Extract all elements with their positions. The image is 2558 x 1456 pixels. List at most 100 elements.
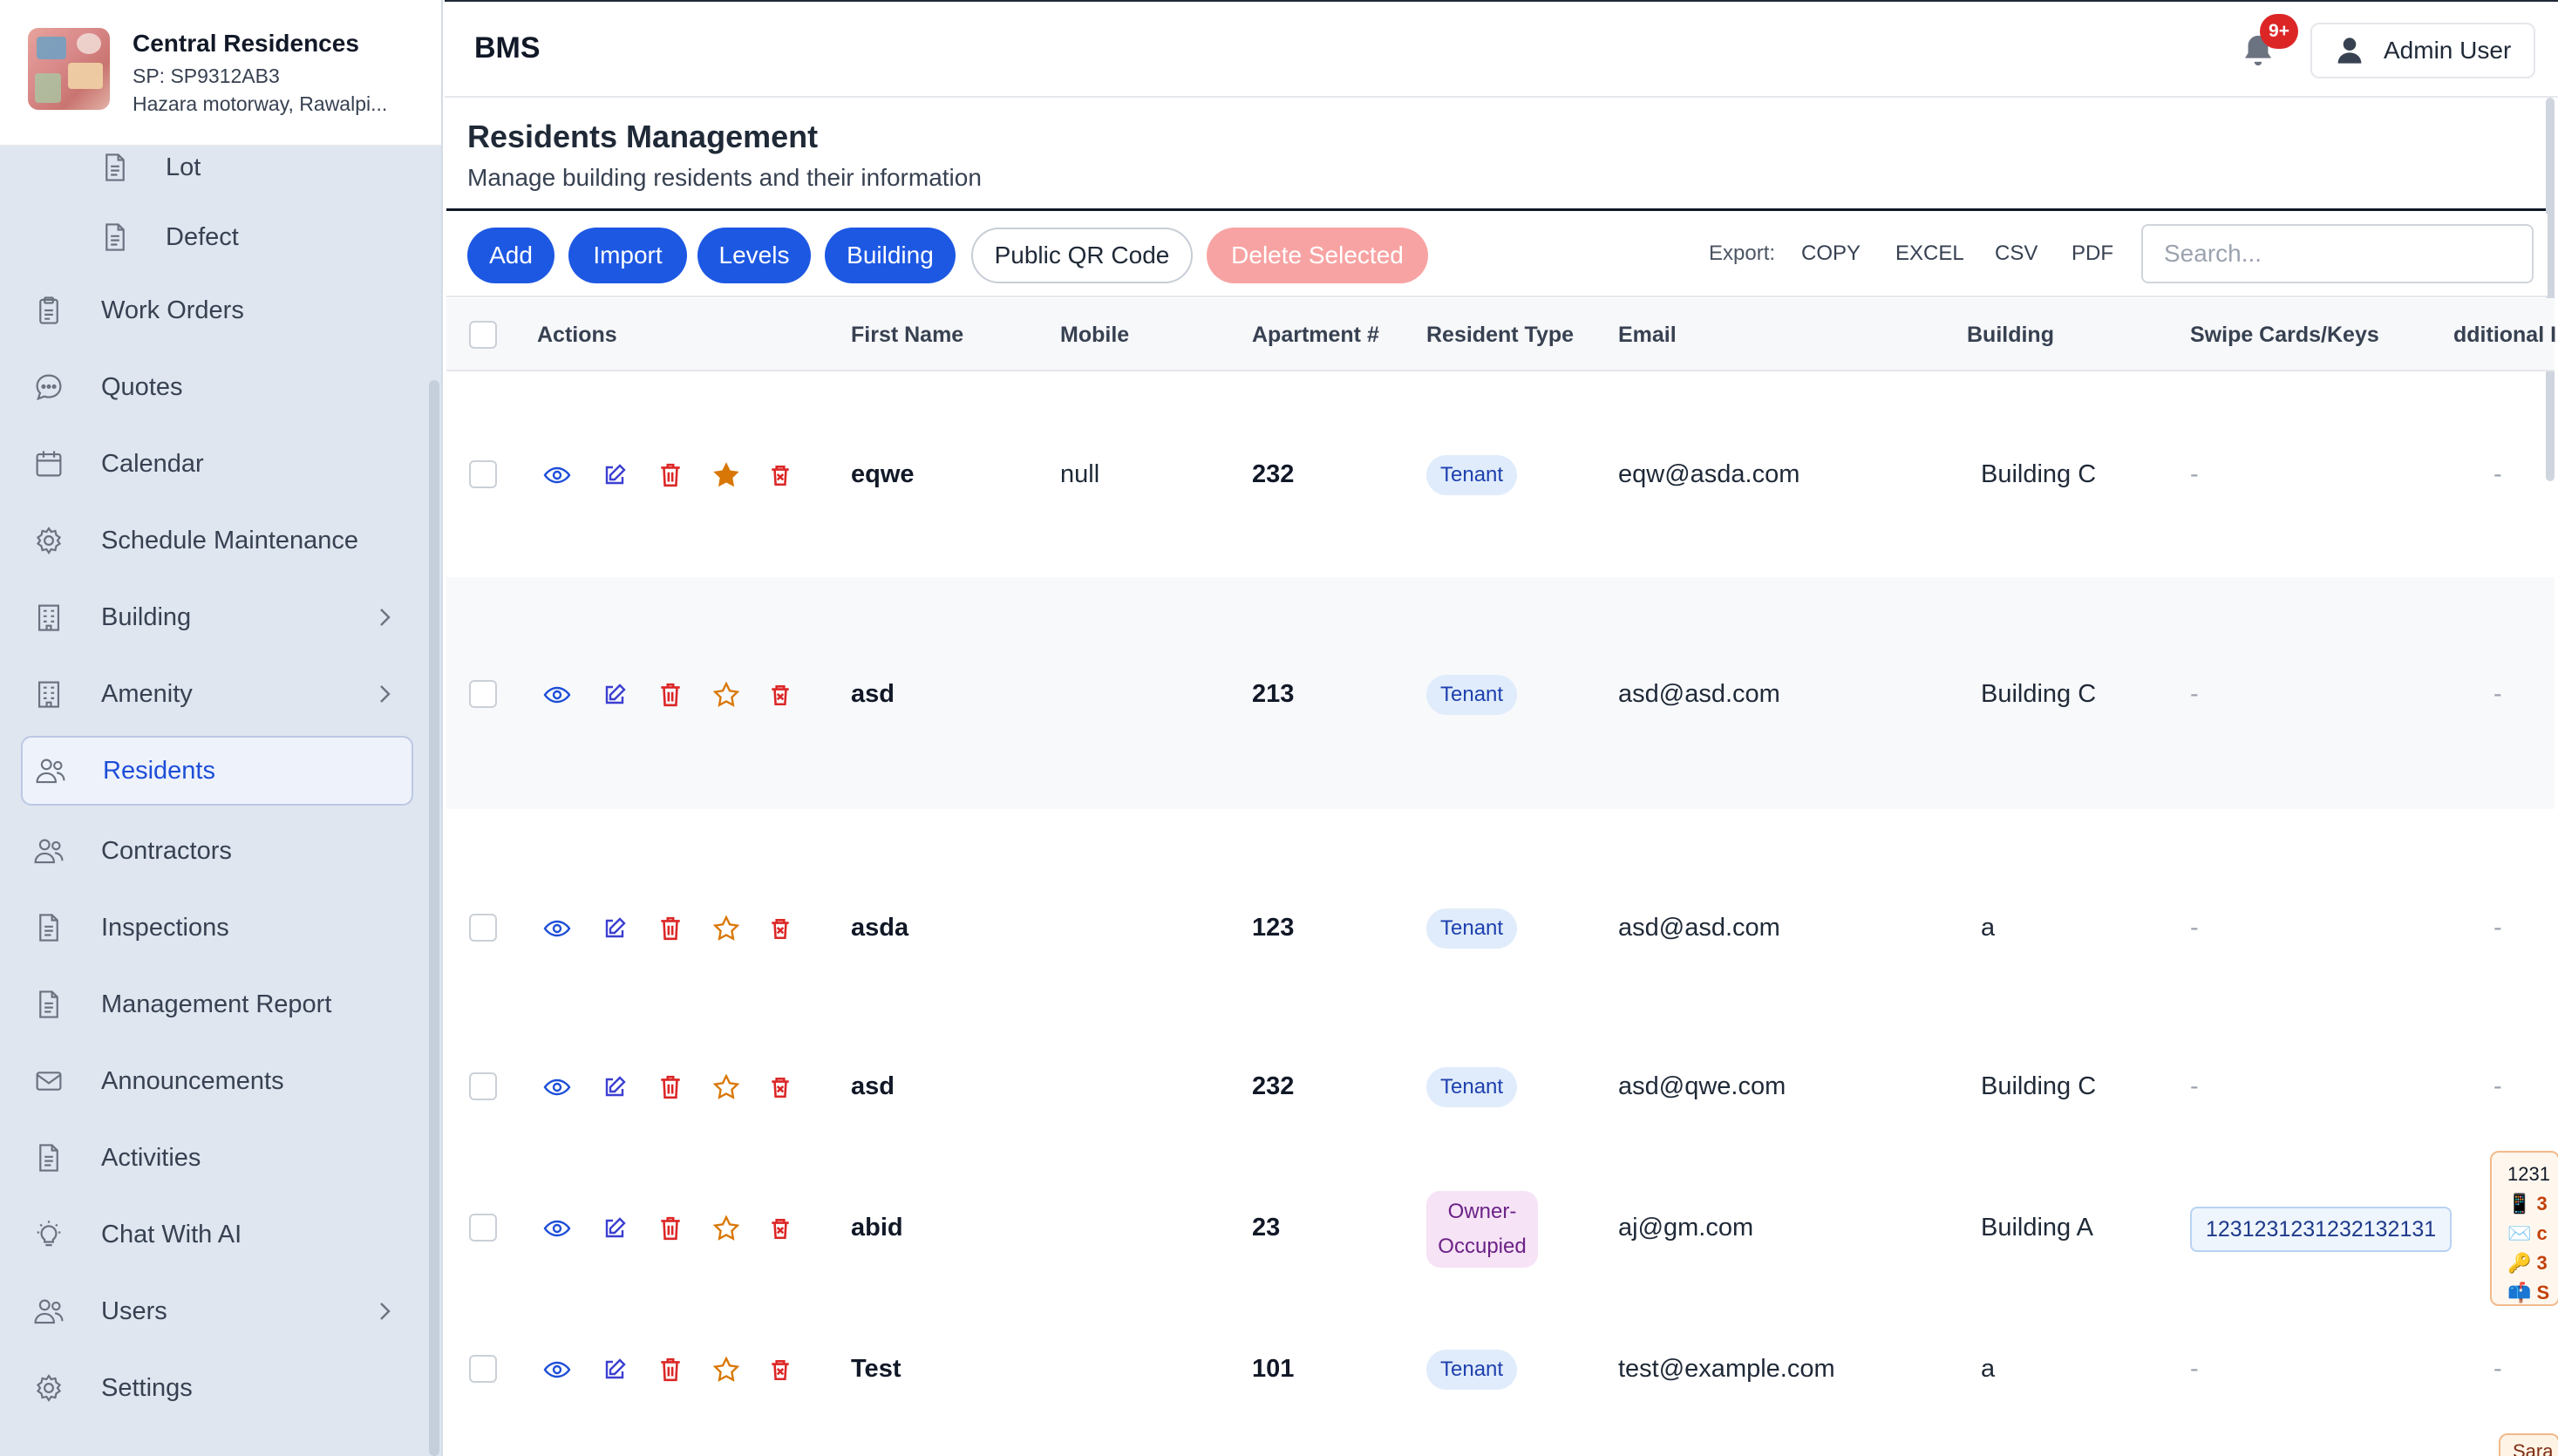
view-eye-icon[interactable] bbox=[542, 914, 572, 943]
delete-trash-icon[interactable] bbox=[656, 460, 685, 490]
remove-tag-icon[interactable] bbox=[765, 1072, 795, 1102]
search-input[interactable] bbox=[2141, 224, 2534, 283]
additional-cell: - bbox=[2493, 914, 2502, 942]
star-outline-icon[interactable] bbox=[711, 680, 741, 710]
page-header: Residents Management Manage building res… bbox=[446, 98, 2548, 211]
sidebar-item-users[interactable]: Users bbox=[21, 1276, 413, 1346]
key-icon: 🔑 3 bbox=[2507, 1252, 2548, 1274]
brand-header[interactable]: Central Residences SP: SP9312AB3 Hazara … bbox=[0, 0, 441, 146]
remove-tag-icon[interactable] bbox=[765, 1355, 795, 1385]
row-checkbox[interactable] bbox=[469, 1355, 497, 1383]
column-first-name[interactable]: First Name bbox=[851, 323, 964, 347]
column-apartment[interactable]: Apartment # bbox=[1252, 323, 1379, 347]
star-outline-icon[interactable] bbox=[711, 1072, 741, 1102]
sidebar-item-label: Chat With AI bbox=[101, 1220, 242, 1248]
public-qr-code-button[interactable]: Public QR Code bbox=[971, 228, 1193, 283]
view-eye-icon[interactable] bbox=[542, 460, 572, 490]
sidebar-scrollbar[interactable] bbox=[429, 380, 439, 1456]
user-menu-button[interactable]: Admin User bbox=[2310, 23, 2535, 78]
sidebar-item-label: Residents bbox=[103, 756, 215, 785]
export-excel-button[interactable]: EXCEL bbox=[1895, 242, 1964, 265]
swipe-cards-cell: - bbox=[2190, 460, 2199, 488]
user-icon bbox=[2335, 36, 2364, 65]
row-checkbox[interactable] bbox=[469, 460, 497, 488]
edit-icon[interactable] bbox=[600, 680, 629, 710]
delete-selected-button[interactable]: Delete Selected bbox=[1207, 228, 1428, 283]
sidebar-item-chat-with-ai[interactable]: Chat With AI bbox=[21, 1200, 413, 1269]
chevron-right-icon bbox=[375, 605, 394, 636]
row-checkbox[interactable] bbox=[469, 680, 497, 708]
delete-trash-icon[interactable] bbox=[656, 1355, 685, 1385]
delete-trash-icon[interactable] bbox=[656, 1072, 685, 1102]
people-icon bbox=[30, 1292, 68, 1330]
swipe-card-chip[interactable]: 1231231231232132131 bbox=[2190, 1207, 2453, 1252]
star-outline-icon[interactable] bbox=[711, 914, 741, 943]
building-cell: Building C bbox=[1981, 680, 2097, 708]
select-all-checkbox[interactable] bbox=[469, 321, 497, 349]
star-outline-icon[interactable] bbox=[711, 1355, 741, 1385]
resident-type-badge: Tenant bbox=[1426, 455, 1518, 495]
sidebar-item-amenity[interactable]: Amenity bbox=[21, 659, 413, 729]
view-eye-icon[interactable] bbox=[542, 1072, 572, 1102]
table-row: asd 232 Tenant asd@qwe.com Building C - … bbox=[446, 976, 2555, 1107]
additional-info-popover[interactable]: 1231 📱 3 ✉️ c 🔑 3 📫 S bbox=[2490, 1151, 2558, 1306]
star-outline-icon[interactable] bbox=[711, 1214, 741, 1243]
row-checkbox[interactable] bbox=[469, 1072, 497, 1100]
table-row: Test 101 Tenant test@example.com a - - bbox=[446, 1317, 2555, 1456]
column-mobile[interactable]: Mobile bbox=[1060, 323, 1130, 347]
sidebar-item-quotes[interactable]: Quotes bbox=[21, 352, 413, 422]
export-csv-button[interactable]: CSV bbox=[1995, 242, 2038, 265]
sidebar-item-defect[interactable]: Defect bbox=[21, 202, 413, 272]
remove-tag-icon[interactable] bbox=[765, 680, 795, 710]
sidebar-item-work-orders[interactable]: Work Orders bbox=[21, 276, 413, 345]
remove-tag-icon[interactable] bbox=[765, 460, 795, 490]
column-additional[interactable]: dditional I bbox=[2453, 323, 2557, 347]
edit-icon[interactable] bbox=[600, 1072, 629, 1102]
sidebar-item-calendar[interactable]: Calendar bbox=[21, 429, 413, 499]
view-eye-icon[interactable] bbox=[542, 1214, 572, 1243]
delete-trash-icon[interactable] bbox=[656, 680, 685, 710]
delete-trash-icon[interactable] bbox=[656, 1214, 685, 1243]
sidebar-item-announcements[interactable]: Announcements bbox=[21, 1046, 413, 1116]
edit-icon[interactable] bbox=[600, 1214, 629, 1243]
delete-trash-icon[interactable] bbox=[656, 914, 685, 943]
sidebar-item-inspections[interactable]: Inspections bbox=[21, 893, 413, 963]
edit-icon[interactable] bbox=[600, 1355, 629, 1385]
sidebar-item-contractors[interactable]: Contractors bbox=[21, 816, 413, 886]
column-building[interactable]: Building bbox=[1967, 323, 2054, 347]
column-email[interactable]: Email bbox=[1618, 323, 1677, 347]
sidebar-item-management-report[interactable]: Management Report bbox=[21, 970, 413, 1039]
levels-button[interactable]: Levels bbox=[697, 228, 811, 283]
sidebar-item-activities[interactable]: Activities bbox=[21, 1123, 413, 1193]
row-checkbox[interactable] bbox=[469, 914, 497, 942]
sidebar-item-lot[interactable]: Lot bbox=[21, 133, 413, 202]
column-resident-type[interactable]: Resident Type bbox=[1426, 323, 1575, 347]
view-eye-icon[interactable] bbox=[542, 1355, 572, 1385]
document-icon bbox=[30, 1139, 68, 1177]
email-cell: asd@asd.com bbox=[1618, 680, 1780, 708]
view-eye-icon[interactable] bbox=[542, 680, 572, 710]
column-swipe-cards[interactable]: Swipe Cards/Keys bbox=[2190, 323, 2379, 347]
sidebar-item-label: Settings bbox=[101, 1373, 193, 1402]
resident-type-line1: Owner- bbox=[1447, 1200, 1517, 1223]
resident-type-badge: Owner- Occupied bbox=[1426, 1191, 1538, 1268]
export-copy-button[interactable]: COPY bbox=[1801, 242, 1861, 265]
add-button[interactable]: Add bbox=[467, 228, 554, 283]
additional-info-chip[interactable]: Sara bbox=[2499, 1433, 2558, 1456]
remove-tag-icon[interactable] bbox=[765, 1214, 795, 1243]
building-button[interactable]: Building bbox=[825, 228, 956, 283]
import-button[interactable]: Import bbox=[568, 228, 687, 283]
sidebar-item-building[interactable]: Building bbox=[21, 582, 413, 652]
sidebar-item-residents[interactable]: Residents bbox=[21, 736, 413, 806]
edit-icon[interactable] bbox=[600, 460, 629, 490]
apartment-cell: 101 bbox=[1252, 1355, 1295, 1383]
row-checkbox[interactable] bbox=[469, 1214, 497, 1242]
edit-icon[interactable] bbox=[600, 914, 629, 943]
sidebar-item-schedule-maintenance[interactable]: Schedule Maintenance bbox=[21, 506, 413, 575]
sidebar-item-settings[interactable]: Settings bbox=[21, 1353, 413, 1423]
email-cell: eqw@asda.com bbox=[1618, 460, 1800, 488]
main-scrollbar[interactable] bbox=[2546, 98, 2555, 481]
export-pdf-button[interactable]: PDF bbox=[2072, 242, 2113, 265]
star-filled-icon[interactable] bbox=[711, 460, 741, 490]
remove-tag-icon[interactable] bbox=[765, 914, 795, 943]
